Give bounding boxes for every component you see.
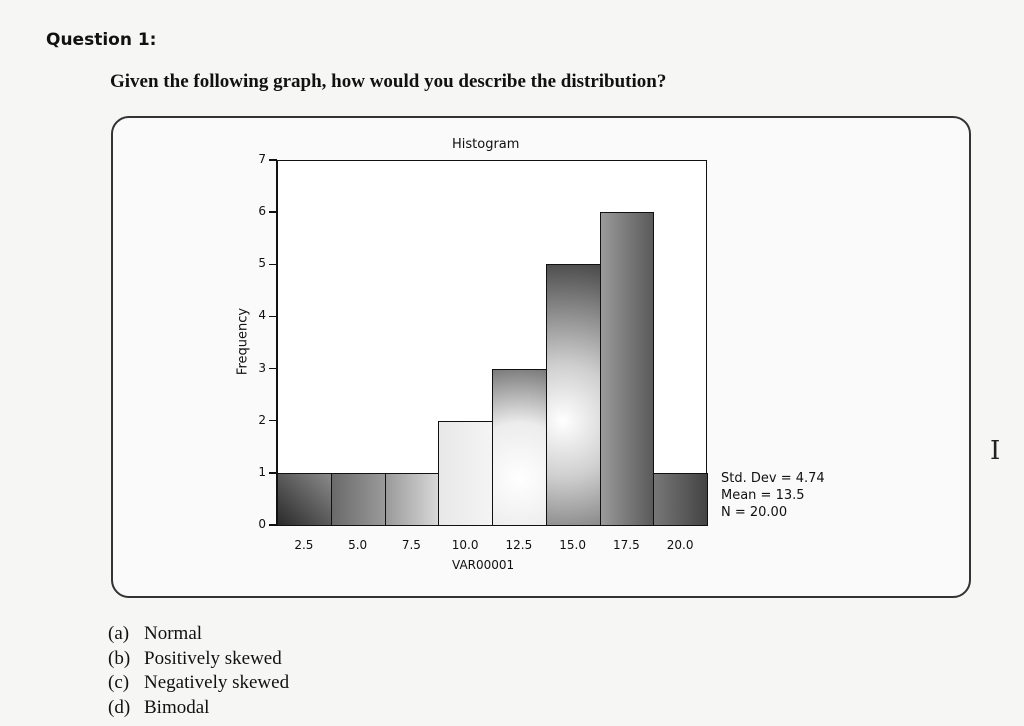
histogram-bar: [384, 472, 440, 526]
y-tick-label: 6: [258, 204, 266, 219]
y-axis-title: Frequency: [235, 307, 251, 376]
text-cursor-icon: I: [990, 436, 1001, 466]
option-a[interactable]: (a) Normal: [108, 623, 203, 644]
option-d[interactable]: (d) Bimodal: [108, 696, 210, 718]
y-tick-label: 7: [258, 152, 266, 166]
y-tick: [269, 315, 277, 318]
y-tick-label: 1: [258, 464, 266, 479]
histogram-bar: [599, 212, 655, 526]
y-tick: [269, 159, 277, 161]
x-tick-label: 2.5: [294, 538, 314, 552]
y-axis-line: [276, 160, 278, 526]
std-dev-stat: Std. Dev = 4.74: [721, 471, 825, 486]
x-tick-label: 5.0: [348, 538, 368, 552]
option-c[interactable]: (c) Negatively skewed: [108, 672, 290, 693]
y-tick-label: 4: [258, 308, 266, 323]
y-tick: [269, 263, 277, 266]
histogram-bar: [438, 420, 493, 526]
y-tick: [269, 472, 277, 474]
option-b[interactable]: (b) Positively skewed: [108, 647, 282, 669]
x-axis-title: VAR00001: [452, 558, 515, 572]
x-tick-label: 10.0: [451, 538, 479, 552]
y-tick-label: 0: [258, 517, 266, 531]
question-title: Question 1:: [46, 30, 157, 50]
mean-stat: Mean = 13.5: [721, 488, 805, 503]
x-tick-label: 12.5: [505, 538, 533, 552]
question-text: Given the following graph, how would you…: [110, 71, 667, 92]
histogram-bar: [492, 368, 547, 526]
x-tick-label: 7.5: [401, 538, 421, 552]
y-tick: [269, 367, 277, 370]
histogram-bar: [277, 472, 332, 526]
histogram-bar: [545, 264, 601, 526]
y-tick: [269, 419, 277, 422]
y-tick: [269, 211, 277, 213]
histogram-bar: [653, 472, 708, 526]
y-tick-label: 5: [258, 256, 266, 271]
y-tick-label: 2: [258, 412, 266, 427]
histogram-bar: [330, 472, 386, 526]
stats-legend: Std. Dev = 4.74 Mean = 13.5 N = 20.00: [721, 470, 825, 521]
y-tick-label: 3: [258, 360, 266, 375]
n-stat: N = 20.00: [721, 505, 788, 520]
y-tick: [269, 524, 277, 526]
x-tick-label: 15.0: [559, 538, 586, 552]
chart-title: Histogram: [452, 137, 520, 152]
x-tick-label: 17.5: [613, 538, 640, 552]
answer-options: (a) Normal (b) Positively skewed (c) Negati…: [108, 622, 289, 720]
x-tick-label: 20.0: [666, 538, 694, 552]
